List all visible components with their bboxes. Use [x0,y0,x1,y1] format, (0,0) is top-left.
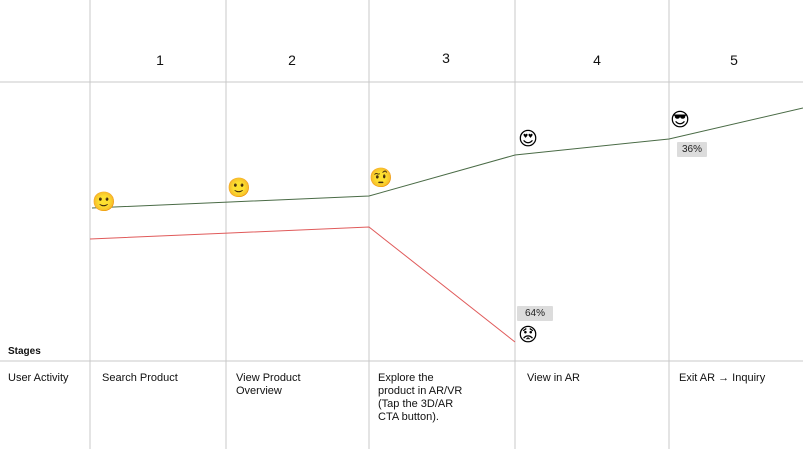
badge-percent-64: 64% [517,306,554,321]
stage-number-5: 5 [730,52,738,68]
positive-emotion-line [91,107,803,209]
emoji-stage-1: 🙂 [92,191,116,213]
emoji-stage-4: 😍 [518,129,538,150]
stage-number-3: 3 [442,50,450,66]
activity-stage-2: View Product Overview [236,372,301,397]
stage-number-4: 4 [593,52,601,68]
badge-percent-36: 36% [677,142,708,157]
activity-stage-5: Exit AR → Inquiry [679,372,766,384]
user-activity-row-label: User Activity [8,372,69,384]
activity-stage-1: Search Product [102,372,178,384]
emoji-stage-2: 🙂 [227,177,251,199]
emoji-stage-5: 😎 [670,110,690,131]
stage-number-1: 1 [156,52,164,68]
negative-emotion-line [89,226,516,343]
activity-stage-3: Explore the product in AR/VR (Tap the 3D… [378,372,463,423]
stage-number-2: 2 [288,52,296,68]
activity-stage-4: View in AR [527,372,580,384]
emoji-stage-3: 🤨 [369,167,393,189]
emoji-stage-4-low: 😟 [518,325,538,346]
stages-row-label: Stages [8,346,41,357]
